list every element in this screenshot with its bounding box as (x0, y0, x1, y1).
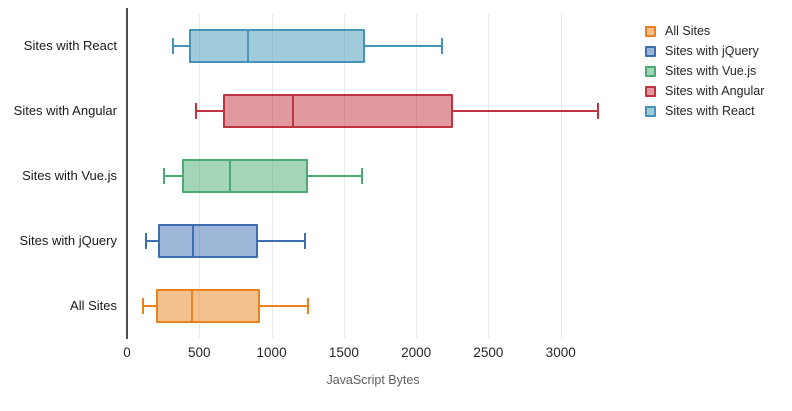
legend-item-sites-with-jquery[interactable]: Sites with jQuery (645, 41, 764, 61)
whisker-high-line (257, 239, 305, 242)
legend-label: Sites with jQuery (665, 44, 759, 58)
box-sites-with-jquery (158, 223, 258, 258)
whisker-low-line (145, 239, 159, 242)
legend-label: Sites with Angular (665, 84, 765, 98)
median-line (191, 288, 194, 323)
gridline-3000 (560, 14, 562, 338)
whisker-low-line (173, 45, 190, 48)
whisker-min-cap (162, 168, 165, 184)
y-axis-label-sites-with-jquery: Sites with jQuery (19, 232, 117, 248)
y-axis-line (126, 8, 128, 339)
x-tick-label-0: 0 (123, 345, 131, 360)
x-tick-label-500: 500 (188, 345, 211, 360)
whisker-min-cap (172, 38, 175, 55)
whisker-min-cap (194, 103, 197, 120)
whisker-low-line (142, 304, 156, 307)
gridline-2000 (416, 14, 418, 338)
x-tick-label-2500: 2500 (473, 345, 504, 360)
box-all-sites (155, 288, 260, 323)
legend-label: All Sites (665, 24, 711, 38)
whisker-low-line (163, 175, 182, 177)
legend-item-sites-with-angular[interactable]: Sites with Angular (645, 81, 764, 101)
median-line (228, 159, 231, 193)
legend-item-sites-with-react[interactable]: Sites with React (645, 101, 764, 121)
legend-swatch-icon (645, 105, 656, 117)
whisker-high-line (307, 175, 362, 177)
plot-area (127, 14, 633, 338)
legend: All Sites Sites with jQuery Sites with Vue… (645, 21, 764, 121)
y-axis-label-all-sites: All Sites (70, 297, 117, 313)
whisker-min-cap (141, 297, 144, 314)
whisker-min-cap (144, 232, 147, 249)
box-sites-with-angular (223, 94, 453, 129)
whisker-max-cap (441, 38, 444, 55)
whisker-high-line (364, 45, 443, 48)
y-axis-label-sites-with-vue-js: Sites with Vue.js (22, 168, 117, 183)
legend-label: Sites with React (665, 104, 755, 118)
x-axis-title: JavaScript Bytes (326, 373, 420, 387)
x-tick-label-1500: 1500 (328, 345, 359, 360)
box-sites-with-react (189, 29, 365, 64)
whisker-max-cap (307, 297, 310, 314)
whisker-max-cap (303, 232, 306, 249)
whisker-low-line (195, 110, 224, 113)
whisker-max-cap (360, 168, 363, 184)
legend-label: Sites with Vue.js (665, 64, 757, 78)
legend-item-sites-with-vue-js[interactable]: Sites with Vue.js (645, 61, 764, 81)
legend-swatch-icon (645, 85, 656, 97)
legend-swatch-icon (645, 65, 656, 77)
whisker-max-cap (596, 103, 599, 120)
whisker-high-line (453, 110, 598, 113)
legend-swatch-icon (645, 25, 656, 37)
box-sites-with-vue-js (181, 159, 308, 193)
x-tick-label-2000: 2000 (401, 345, 432, 360)
y-axis-label-sites-with-react: Sites with React (23, 38, 117, 54)
legend-item-all-sites[interactable]: All Sites (645, 21, 764, 41)
gridline-2500 (488, 14, 490, 338)
whisker-high-line (260, 304, 309, 307)
x-tick-label-3000: 3000 (545, 345, 576, 360)
y-axis-label-sites-with-angular: Sites with Angular (13, 103, 117, 119)
x-tick-label-1000: 1000 (256, 345, 287, 360)
median-line (191, 223, 194, 258)
median-line (247, 29, 250, 64)
median-line (292, 94, 295, 129)
legend-swatch-icon (645, 45, 656, 57)
